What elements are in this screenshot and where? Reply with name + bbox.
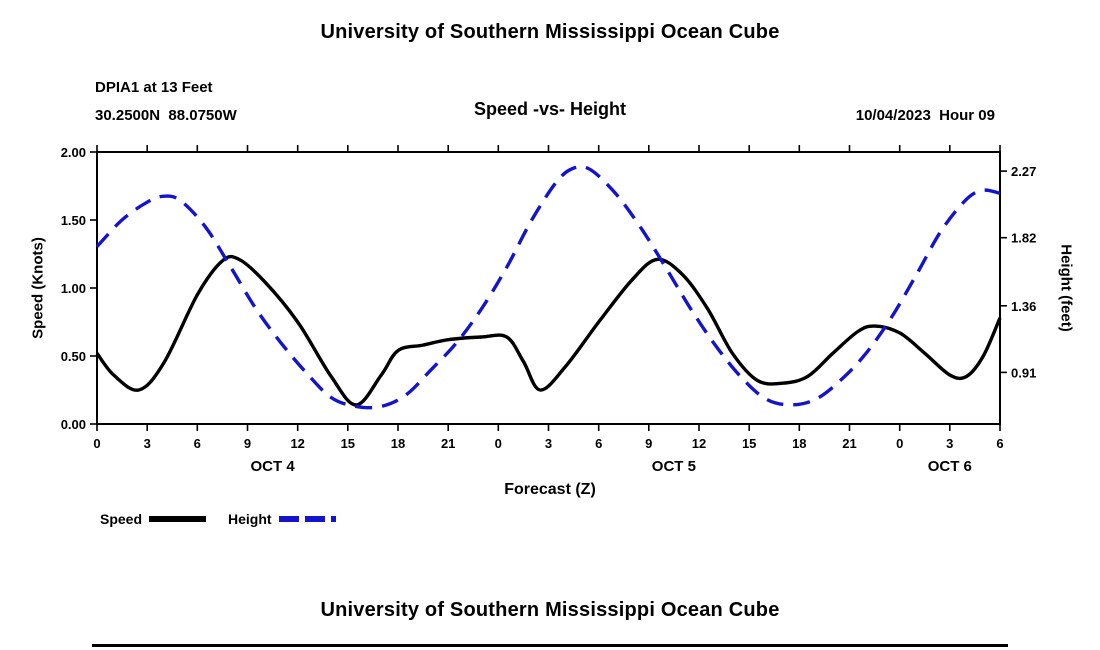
- page-title: University of Southern Mississippi Ocean…: [320, 21, 780, 43]
- x-tick-label: 6: [194, 436, 201, 451]
- x-tick-label: 3: [946, 436, 953, 451]
- x-axis-label: Forecast (Z): [504, 481, 596, 498]
- x-tick-label: 15: [341, 436, 355, 451]
- coordinates-label: 30.2500N 88.0750W: [95, 107, 237, 124]
- y-right-tick-label: 1.36: [1011, 299, 1036, 314]
- legend-label-speed: Speed: [100, 511, 143, 527]
- speed-curve: [95, 254, 1002, 407]
- y-left-tick-label: 0.50: [61, 349, 86, 364]
- y-left-tick-label: 1.50: [61, 213, 86, 228]
- x-tick-label: 6: [595, 436, 602, 451]
- x-tick-label: 0: [896, 436, 903, 451]
- x-tick-label: 6: [996, 436, 1003, 451]
- x-tick-label: 3: [144, 436, 151, 451]
- legend-swatch-height: [278, 516, 336, 522]
- next-page-title: University of Southern Mississippi Ocean…: [320, 599, 780, 621]
- x-tick-label: 9: [244, 436, 251, 451]
- x-tick-label: 18: [792, 436, 806, 451]
- legend-swatch-speed: [149, 516, 207, 522]
- x-tick-label: 0: [93, 436, 100, 451]
- y-right-tick-label: 0.91: [1011, 365, 1036, 380]
- height-curve: [95, 164, 1001, 410]
- y-left-tick-label: 0.00: [61, 417, 86, 432]
- y-left-tick-label: 2.00: [61, 145, 86, 160]
- y-left-tick-label: 1.00: [61, 281, 86, 296]
- next-chart-top-rule: [92, 644, 1008, 647]
- x-tick-label: 12: [290, 436, 304, 451]
- legend: Speed Height: [100, 511, 358, 527]
- x-tick-label: 21: [842, 436, 856, 451]
- x-tick-label: 12: [692, 436, 706, 451]
- station-label: DPIA1 at 13 Feet: [95, 79, 213, 96]
- date-label: OCT 6: [928, 458, 972, 475]
- y-right-tick-label: 1.82: [1011, 231, 1036, 246]
- datetime-label: 10/04/2023 Hour 09: [855, 107, 995, 124]
- legend-label-height: Height: [228, 511, 272, 527]
- x-tick-label: 18: [391, 436, 405, 451]
- chart-title: Speed -vs- Height: [473, 99, 627, 119]
- x-tick-label: 9: [645, 436, 652, 451]
- x-tick-label: 0: [495, 436, 502, 451]
- y-right-tick-label: 2.27: [1011, 164, 1036, 179]
- x-tick-label: 3: [545, 436, 552, 451]
- x-tick-label: 21: [441, 436, 455, 451]
- x-tick-label: 15: [742, 436, 756, 451]
- date-label: OCT 5: [652, 458, 696, 475]
- date-label: OCT 4: [251, 458, 296, 475]
